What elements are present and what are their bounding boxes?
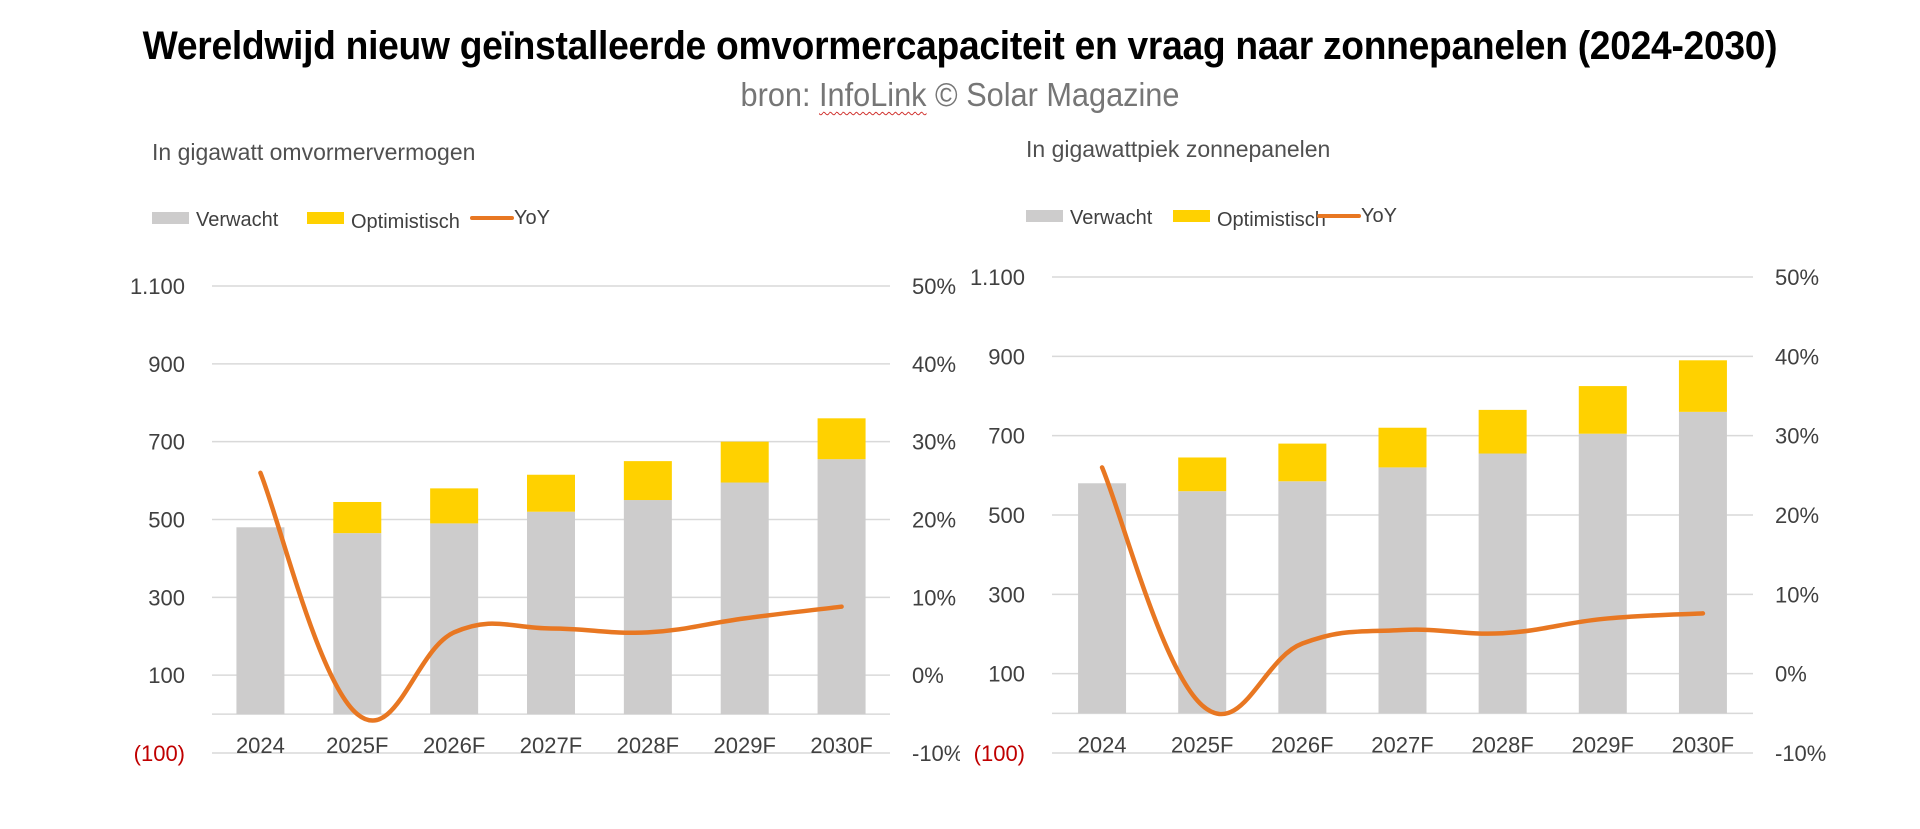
legend-label: Optimistisch xyxy=(1217,209,1326,231)
page-title: Wereldwijd nieuw geïnstalleerde omvormer… xyxy=(142,24,1778,68)
right-axis-tick-label: 50% xyxy=(1775,265,1819,290)
yoy-line xyxy=(258,470,844,723)
bar-optimistisch-2028F xyxy=(623,461,672,501)
x-axis-tick-label: 2028F xyxy=(1471,732,1533,757)
left-axis-tick-label: 1.100 xyxy=(970,265,1025,290)
right-axis-tick-label: 10% xyxy=(1775,582,1819,607)
right-axis-tick-label: -10% xyxy=(1775,741,1826,766)
right-axis-tick-label: 0% xyxy=(1775,662,1807,687)
legend-item-yoy: YoY xyxy=(1317,205,1397,227)
right-axis-tick-label: 20% xyxy=(1775,503,1819,528)
bar-verwacht-2026F xyxy=(430,523,479,715)
legend-label: Verwacht xyxy=(1070,207,1153,229)
source-line: bron: InfoLink © Solar Magazine xyxy=(67,76,1853,114)
left-axis-tick-label: 900 xyxy=(988,344,1025,369)
x-axis-tick-label: 2028F xyxy=(617,733,679,758)
chart-subtitle: In gigawatt omvormervermogen xyxy=(152,139,475,165)
x-axis-tick-label: 2024 xyxy=(1078,732,1127,757)
left-axis-tick-label: 300 xyxy=(988,582,1025,607)
legend-label: YoY xyxy=(1361,205,1397,227)
left-axis-tick-label: (100) xyxy=(974,741,1025,766)
left-axis-tick-label: 700 xyxy=(148,430,185,455)
legend-swatch-verwacht xyxy=(152,212,189,224)
legend: Verwacht Optimistisch YoY xyxy=(152,207,550,233)
chart-subtitle: In gigawattpiek zonnepanelen xyxy=(1026,136,1330,162)
legend: Verwacht Optimistisch YoY xyxy=(1026,205,1397,231)
bar-optimistisch-2026F xyxy=(1278,443,1327,482)
right-axis-tick-label: -10% xyxy=(912,741,960,766)
legend-label: Verwacht xyxy=(196,209,279,231)
bar-verwacht-2029F xyxy=(720,482,769,715)
left-axis-tick-label: 500 xyxy=(148,508,185,533)
bar-optimistisch-2025F xyxy=(333,501,382,534)
bar-verwacht-2027F xyxy=(527,511,575,715)
source-name: InfoLink xyxy=(819,76,927,113)
bar-verwacht-2027F xyxy=(1378,467,1427,714)
legend-item-yoy: YoY xyxy=(470,207,550,229)
bar-verwacht-2028F xyxy=(1478,453,1527,714)
legend-label: Optimistisch xyxy=(351,211,460,233)
right-axis-tick-label: 40% xyxy=(912,352,956,377)
legend-item-optimistisch: Optimistisch xyxy=(1173,209,1326,231)
legend-swatch-optimistisch xyxy=(307,212,344,224)
left-axis-tick-label: 1.100 xyxy=(130,274,185,299)
bar-optimistisch-2027F xyxy=(1378,427,1427,468)
left-axis-tick-label: 500 xyxy=(988,503,1025,528)
chart-inverter-capacity: In gigawatt omvormervermogen Verwacht Opti… xyxy=(130,139,960,766)
bar-verwacht-2025F xyxy=(1178,491,1227,714)
x-axis-tick-label: 2025F xyxy=(326,733,388,758)
left-axis-tick-label: 100 xyxy=(148,663,185,688)
left-axis-tick-label: 300 xyxy=(148,585,185,610)
source-suffix: © Solar Magazine xyxy=(926,76,1180,113)
x-axis-tick-label: 2029F xyxy=(1572,732,1634,757)
legend-item-verwacht: Verwacht xyxy=(1026,207,1153,229)
chart-solar-panel-demand: In gigawattpiek zonnepanelen Verwacht Opti… xyxy=(970,136,1826,766)
bar-optimistisch-2028F xyxy=(1478,409,1527,454)
x-axis-tick-label: 2025F xyxy=(1171,732,1233,757)
x-axis-tick-label: 2024 xyxy=(236,733,285,758)
bar-verwacht-2025F xyxy=(333,533,382,715)
bar-verwacht-2028F xyxy=(623,500,672,715)
bar-optimistisch-2027F xyxy=(527,474,575,512)
x-axis-tick-label: 2030F xyxy=(810,733,872,758)
left-axis-tick-label: 700 xyxy=(988,424,1025,449)
right-axis-tick-label: 10% xyxy=(912,585,956,610)
bar-verwacht-2026F xyxy=(1278,481,1327,714)
bar-optimistisch-2026F xyxy=(430,488,479,524)
legend-swatch-verwacht xyxy=(1026,210,1063,222)
bar-verwacht-2030F xyxy=(817,459,866,715)
bar-verwacht-2029F xyxy=(1578,433,1627,714)
x-axis-tick-label: 2026F xyxy=(1271,732,1333,757)
left-axis-tick-label: 100 xyxy=(988,662,1025,687)
legend-item-optimistisch: Optimistisch xyxy=(307,211,460,233)
right-axis-tick-label: 40% xyxy=(1775,344,1819,369)
right-axis-tick-label: 50% xyxy=(912,274,956,299)
bar-verwacht-2024 xyxy=(236,527,285,715)
bar-optimistisch-2029F xyxy=(720,441,769,483)
bar-optimistisch-2030F xyxy=(1678,360,1727,412)
right-axis-tick-label: 20% xyxy=(912,508,956,533)
left-axis-tick-label: (100) xyxy=(134,741,185,766)
x-axis-tick-label: 2027F xyxy=(520,733,582,758)
x-axis-tick-label: 2030F xyxy=(1672,732,1734,757)
x-axis-tick-label: 2026F xyxy=(423,733,485,758)
bar-verwacht-2030F xyxy=(1678,411,1727,714)
bar-verwacht-2024 xyxy=(1078,483,1127,714)
x-axis-tick-label: 2027F xyxy=(1371,732,1433,757)
right-axis-tick-label: 30% xyxy=(1775,424,1819,449)
right-axis-tick-label: 0% xyxy=(912,663,944,688)
left-axis-tick-label: 900 xyxy=(148,352,185,377)
legend-item-verwacht: Verwacht xyxy=(152,209,279,231)
bar-optimistisch-2029F xyxy=(1578,386,1627,434)
bar-optimistisch-2025F xyxy=(1178,457,1227,492)
x-axis-tick-label: 2029F xyxy=(714,733,776,758)
yoy-line xyxy=(1099,465,1706,717)
bar-optimistisch-2030F xyxy=(817,418,866,460)
legend-label: YoY xyxy=(514,207,550,229)
right-axis-tick-label: 30% xyxy=(912,430,956,455)
source-prefix: bron: xyxy=(740,76,820,113)
legend-swatch-optimistisch xyxy=(1173,210,1210,222)
